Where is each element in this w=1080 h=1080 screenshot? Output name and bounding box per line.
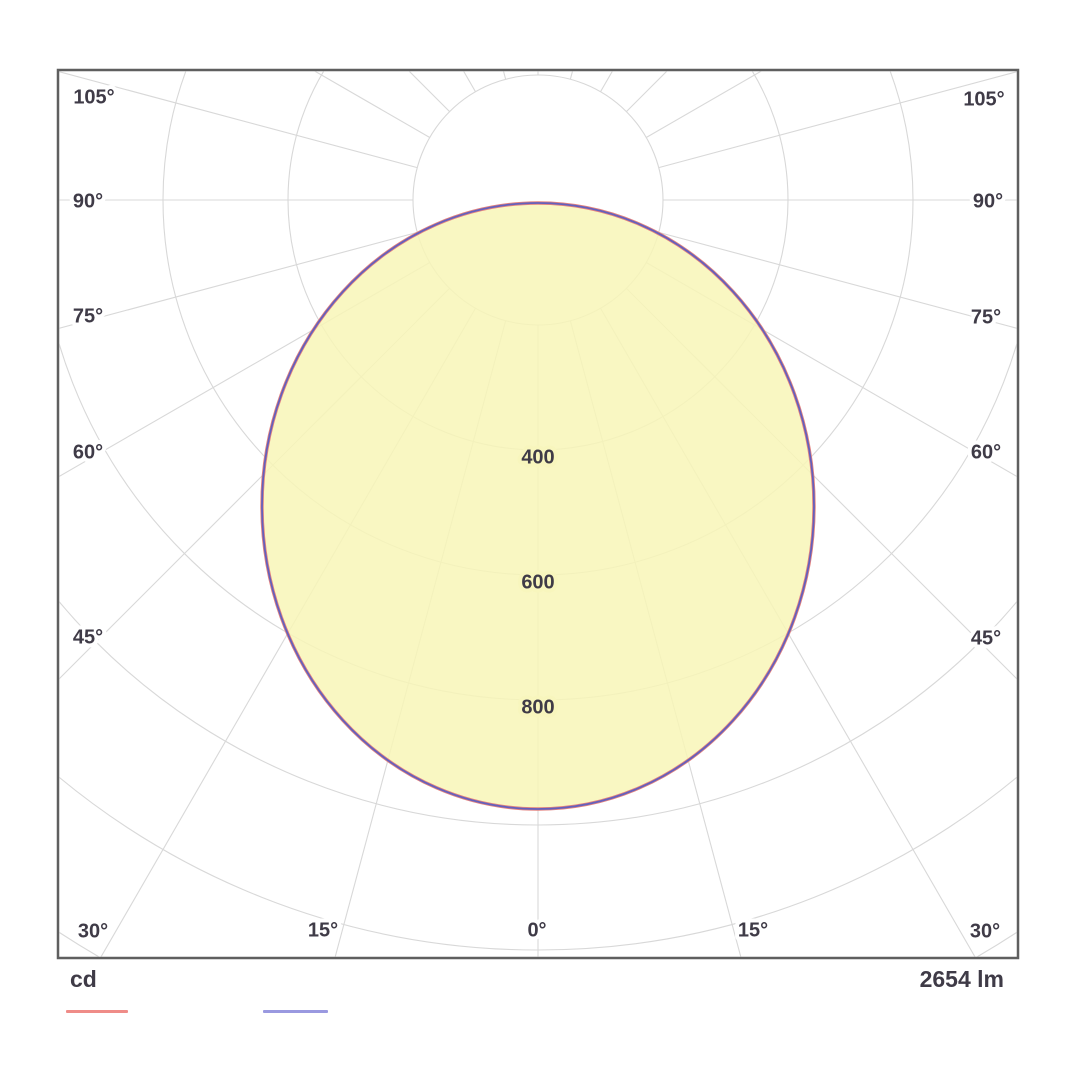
grid-spoke-135deg	[625, 71, 668, 113]
grid-spoke-210deg	[463, 71, 476, 93]
angle-label-7-90deg: 90°	[973, 190, 1003, 212]
angle-label-9-60deg: 60°	[971, 441, 1001, 463]
grid-spoke-195deg	[502, 71, 507, 80]
luminous-flux-label: 2654 lm	[919, 966, 1004, 992]
ring-label-600cd: 600	[521, 571, 554, 593]
intensity-curves	[260, 201, 816, 811]
angle-label-14-15deg: 15°	[738, 919, 768, 941]
plot-frame	[56, 68, 1020, 960]
grid-spoke-255deg	[59, 71, 418, 169]
grid-spoke-225deg	[408, 71, 451, 113]
ring-label-400cd: 400	[521, 446, 554, 468]
grid-spoke-150deg	[600, 71, 613, 93]
angle-label-11-30deg: 30°	[970, 920, 1000, 942]
angle-label-8-75deg: 75°	[971, 306, 1001, 328]
angle-label-3-60deg: 60°	[73, 441, 103, 463]
curve-c90-c270	[261, 202, 815, 810]
angle-label-10-45deg: 45°	[971, 627, 1001, 649]
grid-spoke-285deg	[59, 231, 418, 329]
angle-label-6-105deg: 105°	[963, 88, 1004, 110]
grid-spoke-165deg	[569, 71, 574, 80]
ring-label-800cd: 800	[521, 696, 554, 718]
beam-area-fill	[262, 203, 814, 809]
legend-swatch-c90-c270-line	[263, 1010, 328, 1013]
angle-label-5-30deg: 30°	[78, 920, 108, 942]
angle-label-1-90deg: 90°	[73, 190, 103, 212]
legend-swatch-c0-c180-line	[66, 1010, 128, 1013]
angle-label-13-0deg: 0°	[527, 919, 546, 941]
grid-spoke-75deg	[658, 231, 1017, 329]
angle-label-0-105deg: 105°	[73, 86, 114, 108]
angle-label-12-15deg: 15°	[308, 919, 338, 941]
unit-label: cd	[70, 966, 97, 992]
grid-spoke-105deg	[658, 71, 1017, 169]
angle-label-4-45deg: 45°	[73, 626, 103, 648]
angle-label-2-75deg: 75°	[73, 305, 103, 327]
